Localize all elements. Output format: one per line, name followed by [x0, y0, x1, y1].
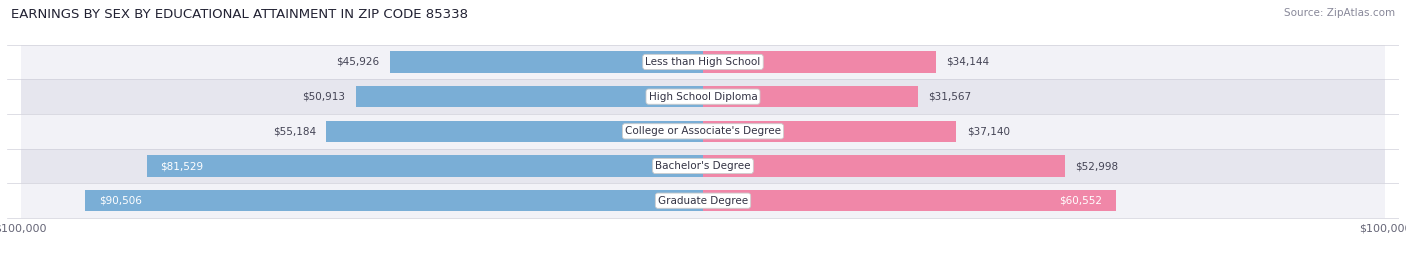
Bar	[389, 51, 703, 73]
Bar	[146, 155, 703, 177]
Text: $90,506: $90,506	[98, 196, 142, 206]
Bar	[356, 86, 703, 107]
Bar	[86, 190, 703, 211]
Text: Bachelor's Degree: Bachelor's Degree	[655, 161, 751, 171]
Text: Less than High School: Less than High School	[645, 57, 761, 67]
Bar	[21, 114, 1385, 149]
Text: $34,144: $34,144	[946, 57, 990, 67]
Text: $31,567: $31,567	[928, 92, 972, 102]
Text: $55,184: $55,184	[273, 126, 316, 136]
Bar	[21, 183, 1385, 218]
Bar	[21, 149, 1385, 183]
Bar	[703, 86, 918, 107]
Text: $60,552: $60,552	[1060, 196, 1102, 206]
Text: $81,529: $81,529	[160, 161, 204, 171]
Bar	[703, 190, 1116, 211]
Text: $37,140: $37,140	[967, 126, 1010, 136]
Text: $50,913: $50,913	[302, 92, 346, 102]
Text: $52,998: $52,998	[1074, 161, 1118, 171]
Bar	[21, 44, 1385, 79]
Bar	[21, 79, 1385, 114]
Bar	[703, 51, 936, 73]
Text: College or Associate's Degree: College or Associate's Degree	[626, 126, 780, 136]
Text: Graduate Degree: Graduate Degree	[658, 196, 748, 206]
Bar	[326, 121, 703, 142]
Bar	[703, 155, 1064, 177]
Text: EARNINGS BY SEX BY EDUCATIONAL ATTAINMENT IN ZIP CODE 85338: EARNINGS BY SEX BY EDUCATIONAL ATTAINMEN…	[11, 8, 468, 21]
Bar	[703, 121, 956, 142]
Text: High School Diploma: High School Diploma	[648, 92, 758, 102]
Text: $45,926: $45,926	[336, 57, 380, 67]
Text: Source: ZipAtlas.com: Source: ZipAtlas.com	[1284, 8, 1395, 18]
